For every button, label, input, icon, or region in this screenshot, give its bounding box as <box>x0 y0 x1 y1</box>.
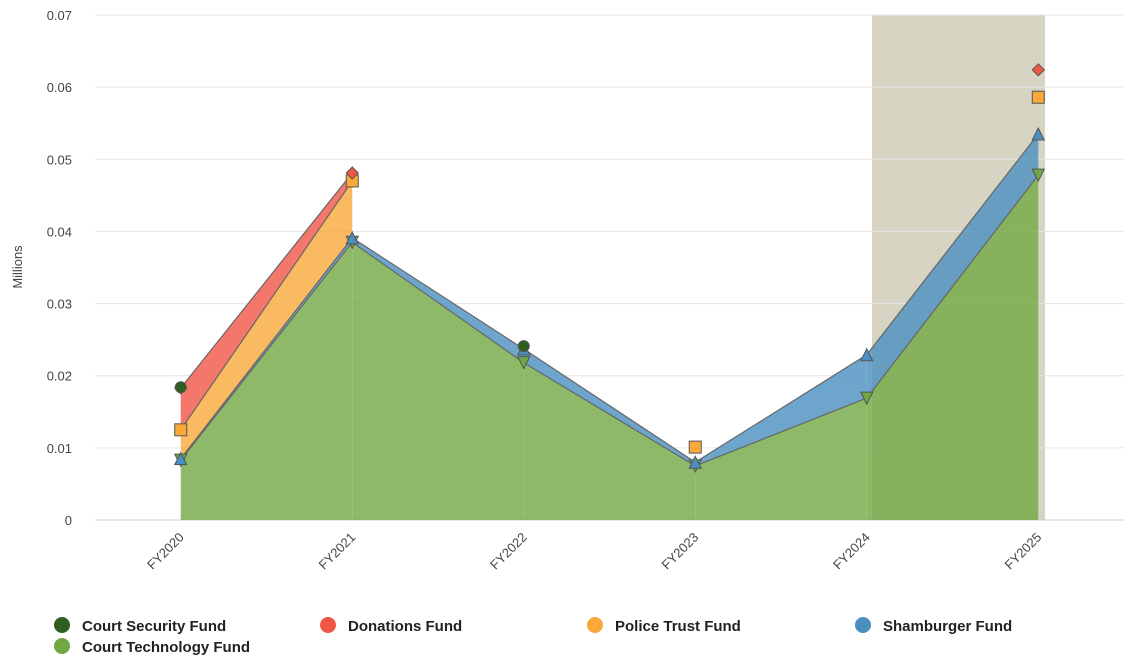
marker <box>345 166 359 180</box>
x-tick-label: FY2020 <box>144 530 187 573</box>
legend-label: Police Trust Fund <box>615 618 741 635</box>
y-tick-label: 0.02 <box>47 369 72 384</box>
series-line <box>180 172 353 389</box>
area <box>352 237 524 363</box>
y-tick-label: 0.05 <box>47 152 72 167</box>
x-tick-label: FY2023 <box>659 530 702 573</box>
x-tick-label: FY2025 <box>1002 530 1045 573</box>
marker <box>859 347 874 362</box>
legend-label: Court Technology Fund <box>82 639 250 656</box>
area <box>180 242 353 520</box>
marker <box>1031 63 1045 77</box>
series-line <box>351 237 525 350</box>
legend-swatch <box>855 617 871 633</box>
marker <box>1031 90 1045 104</box>
marker <box>174 423 188 437</box>
series-line <box>351 241 525 364</box>
legend-swatch <box>320 617 336 633</box>
y-tick-label: 0.03 <box>47 297 72 312</box>
y-axis-label: Millions <box>10 245 25 289</box>
series-line <box>695 397 867 467</box>
marker <box>517 340 530 353</box>
y-tick-label: 0.06 <box>47 80 72 95</box>
area <box>866 175 1039 520</box>
y-tick-label: 0.04 <box>47 224 72 239</box>
marker <box>173 451 188 466</box>
y-tick-label: 0.01 <box>47 441 72 456</box>
marker <box>688 440 702 454</box>
marker <box>688 455 703 469</box>
legend-swatch <box>587 617 603 633</box>
marker <box>174 381 187 394</box>
x-tick-label: FY2022 <box>487 530 530 573</box>
area <box>180 180 353 459</box>
series-line <box>523 362 696 467</box>
area <box>523 362 696 520</box>
marker <box>1031 126 1046 141</box>
legend-label: Shamburger Fund <box>883 618 1012 635</box>
legend-swatch <box>54 638 70 654</box>
legend-swatch <box>54 617 70 633</box>
series-line <box>180 241 353 461</box>
x-tick-label: FY2024 <box>830 530 873 573</box>
series-line <box>180 237 353 460</box>
legend-label: Donations Fund <box>348 618 462 635</box>
marker <box>859 391 874 406</box>
series-line <box>180 180 353 431</box>
marker <box>516 356 531 370</box>
series-line <box>694 354 868 463</box>
area <box>695 354 867 466</box>
series-line <box>866 174 1039 399</box>
series-line <box>523 348 696 463</box>
y-tick-label: 0 <box>65 513 72 528</box>
legend-label: Court Security Fund <box>82 618 226 635</box>
area <box>180 172 353 430</box>
area <box>523 349 696 466</box>
area <box>866 134 1039 399</box>
series-line <box>866 133 1039 356</box>
marker <box>1031 168 1046 183</box>
x-tick-label: FY2021 <box>316 530 359 573</box>
y-tick-label: 0.07 <box>47 8 72 23</box>
area <box>352 242 524 520</box>
marker <box>345 230 360 245</box>
area <box>695 398 867 520</box>
